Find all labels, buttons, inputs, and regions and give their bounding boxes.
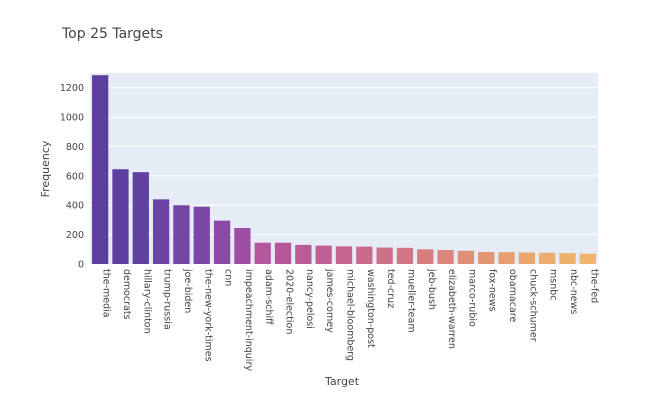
bar-chuck-schumer [518, 252, 536, 264]
bar-impeachment-inquiry [234, 228, 251, 264]
bar-the-media [92, 75, 109, 264]
y-tick-label: 1200 [60, 83, 84, 94]
x-tick-label: jeb-bush [426, 268, 437, 310]
bar-nancy-pelosi [295, 244, 312, 264]
x-axis-title: Target [324, 375, 360, 388]
bar-joe-biden [173, 205, 190, 264]
bar-nbc-news [559, 253, 576, 264]
x-tick-label: elizabeth-warren [446, 269, 457, 349]
y-tick-label: 400 [66, 201, 84, 212]
bar-democrats [112, 169, 129, 264]
y-axis-ticks: 0 200 400 600 800 1000 1200 [60, 83, 84, 270]
bar-msnbc [539, 252, 556, 264]
x-tick-label: nbc-news [568, 269, 579, 314]
bar-trump-russia [152, 199, 170, 264]
y-axis-title: Frequency [39, 140, 52, 197]
bar-obamacare [498, 252, 515, 264]
y-tick-label: 200 [66, 230, 84, 241]
x-tick-label: mueller-team [405, 269, 416, 333]
x-tick-label: fox-news [487, 269, 498, 312]
x-tick-label: cnn [223, 269, 234, 286]
bar-marco-rubio [457, 250, 475, 264]
x-tick-label: the-media [101, 269, 112, 318]
bar-mueller-team [396, 247, 414, 264]
bar-adam-schiff [254, 242, 271, 264]
x-tick-label: chuck-schumer [527, 269, 538, 342]
bar-fox-news [478, 251, 495, 264]
x-axis-ticks: the-media democrats hillary-clinton trump-r… [101, 268, 600, 371]
x-tick-label: washington-post [365, 269, 376, 348]
bar-cnn [213, 220, 231, 264]
bars [92, 75, 596, 264]
chart-title: Top 25 Targets [61, 26, 163, 42]
bar-elizabeth-warren [437, 250, 454, 264]
x-tick-label: james-comey [324, 268, 335, 333]
x-tick-label: hillary-clinton [141, 269, 152, 334]
bar-ted-cruz [376, 247, 393, 264]
x-tick-label: joe-biden [182, 268, 193, 313]
y-tick-label: 800 [66, 142, 84, 153]
x-tick-label: 2020-election [284, 269, 295, 334]
x-tick-label: msnbc [548, 269, 559, 300]
x-tick-label: the-new-york-times [202, 269, 213, 362]
x-tick-label: michael-bloomberg [345, 269, 356, 361]
bar-the-new-york-times [193, 206, 210, 264]
x-tick-label: obamacare [507, 269, 518, 322]
y-tick-label: 1000 [60, 113, 84, 124]
x-tick-label: marco-rubio [466, 269, 477, 327]
bar-jeb-bush [417, 249, 434, 264]
bar-james-comey [315, 245, 332, 264]
bar-hillary-clinton [132, 172, 149, 264]
x-tick-label: nancy-pelosi [304, 269, 315, 329]
x-tick-label: democrats [121, 269, 132, 320]
y-tick-label: 600 [66, 171, 84, 182]
x-tick-label: impeachment-inquiry [243, 269, 254, 371]
bar-washington-post [356, 246, 373, 264]
x-tick-label: trump-russia [162, 269, 173, 330]
x-tick-label: adam-schiff [263, 269, 274, 325]
x-tick-label: ted-cruz [385, 269, 396, 308]
x-tick-label: the-fed [588, 269, 599, 303]
bar-2020-election [274, 242, 292, 264]
y-tick-label: 0 [78, 260, 84, 271]
bar-the-fed [579, 253, 596, 264]
bar-michael-bloomberg [335, 246, 353, 264]
